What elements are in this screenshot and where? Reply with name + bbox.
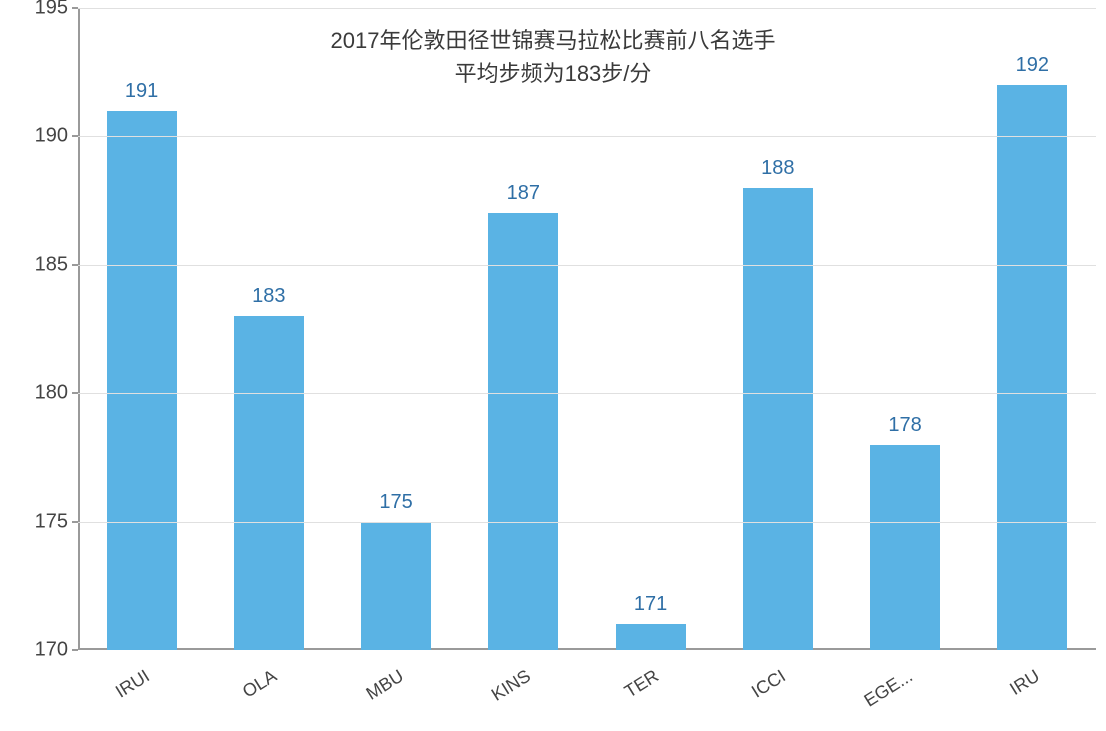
y-tick-mark [72, 521, 78, 523]
bar-value-label: 192 [997, 54, 1067, 77]
bar: 175 [361, 522, 431, 650]
y-tick-mark [72, 135, 78, 137]
x-tick-label: KINS [447, 666, 534, 731]
y-tick-mark [72, 649, 78, 651]
bar: 188 [743, 188, 813, 650]
x-tick-label: MBU [320, 666, 407, 731]
y-tick-label: 170 [0, 639, 68, 662]
bar: 191 [107, 111, 177, 650]
x-tick-label: OLA [193, 666, 280, 731]
y-tick-label: 175 [0, 510, 68, 533]
bar: 183 [234, 316, 304, 650]
bar-value-label: 188 [743, 157, 813, 180]
bar: 192 [997, 85, 1067, 650]
bar-value-label: 187 [488, 182, 558, 205]
bar-value-label: 178 [870, 414, 940, 437]
x-tick-label: IRU [956, 666, 1043, 731]
y-tick-mark [72, 264, 78, 266]
gridline [78, 393, 1096, 394]
bar: 171 [616, 624, 686, 650]
y-tick-label: 195 [0, 0, 68, 20]
chart-container: 2017年伦敦田径世锦赛马拉松比赛前八名选手 平均步频为183步/分 19118… [0, 0, 1106, 702]
gridline [78, 136, 1096, 137]
bar-value-label: 171 [616, 593, 686, 616]
y-tick-label: 190 [0, 125, 68, 148]
bar-value-label: 191 [107, 80, 177, 103]
x-tick-label: EGE... [829, 666, 916, 731]
y-tick-label: 185 [0, 253, 68, 276]
bar-value-label: 183 [234, 285, 304, 308]
bar: 187 [488, 213, 558, 650]
gridline [78, 265, 1096, 266]
gridline [78, 8, 1096, 9]
plot-area: 191 183 175 187 171 188 178 192 [78, 8, 1096, 650]
y-tick-mark [72, 7, 78, 9]
x-tick-label: TER [575, 666, 662, 731]
y-tick-mark [72, 392, 78, 394]
y-tick-label: 180 [0, 382, 68, 405]
x-tick-label: ICCI [702, 666, 789, 731]
bar-value-label: 175 [361, 491, 431, 514]
bar: 178 [870, 445, 940, 650]
gridline [78, 522, 1096, 523]
x-tick-label: IRUI [66, 666, 153, 731]
